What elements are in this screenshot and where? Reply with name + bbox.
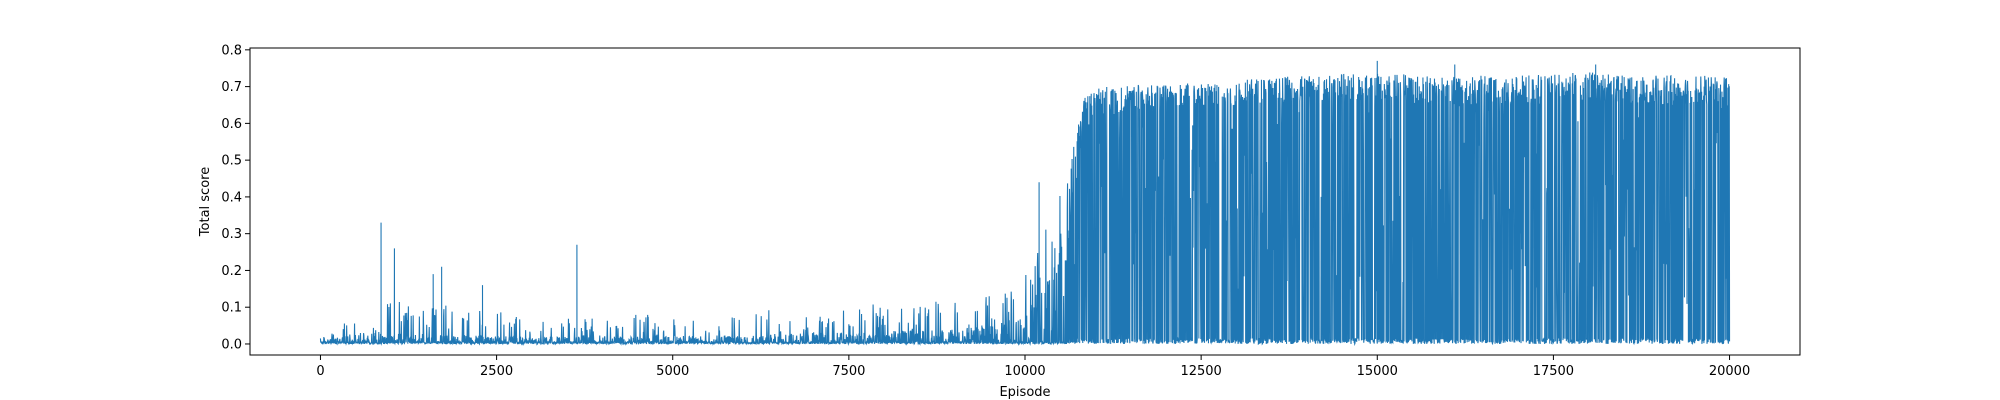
y-tick-label: 0.1 (221, 301, 242, 316)
x-tick-label: 0 (316, 364, 324, 379)
y-axis-label: Total score (198, 167, 213, 237)
y-axis-ticks: 0.0 0.1 0.2 0.3 0.4 0.5 0.6 0.7 0.8 (221, 43, 250, 352)
y-tick-label: 0.8 (221, 43, 242, 58)
x-axis-ticks: 0 2500 5000 7500 10000 12500 15000 17500 20000 (316, 355, 1750, 379)
x-tick-label: 2500 (480, 364, 513, 379)
x-tick-label: 17500 (1533, 364, 1574, 379)
x-tick-label: 10000 (1004, 364, 1045, 379)
y-tick-label: 0.2 (221, 264, 242, 279)
x-tick-label: 7500 (832, 364, 865, 379)
x-tick-label: 5000 (656, 364, 689, 379)
y-tick-label: 0.6 (221, 117, 242, 132)
x-axis-label: Episode (999, 385, 1050, 400)
y-tick-label: 0.0 (221, 337, 242, 352)
series-line-total-score (319, 60, 1731, 347)
x-tick-label: 20000 (1709, 364, 1750, 379)
x-tick-label: 12500 (1180, 364, 1221, 379)
y-tick-label: 0.7 (221, 80, 242, 95)
y-tick-label: 0.5 (221, 154, 242, 169)
plot-area (249, 47, 1801, 356)
x-tick-label: 15000 (1357, 364, 1398, 379)
y-tick-label: 0.3 (221, 227, 242, 242)
y-tick-label: 0.4 (221, 190, 242, 205)
series-layer (319, 60, 1731, 347)
